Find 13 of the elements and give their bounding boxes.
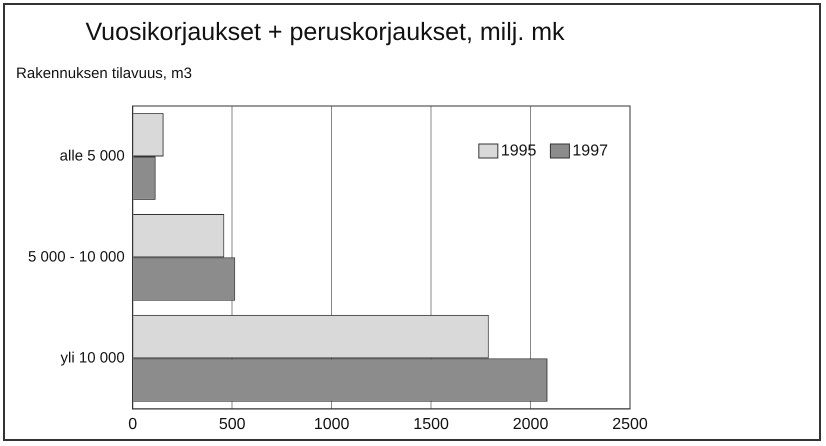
x-tick-label: 1000 [314,416,350,433]
legend-label: 1997 [572,142,608,160]
x-tick-label: 2500 [612,416,648,433]
legend-label: 1995 [500,142,537,160]
x-tick-label: 500 [218,416,246,433]
y-tick-label: 5 000 - 10 000 [28,248,125,266]
x-tick-label: 1500 [413,416,449,433]
y-tick-label: alle 5 000 [60,148,125,165]
chart-title: Vuosikorjaukset + peruskorjaukset, milj. mk [85,18,566,46]
x-tick-label: 2000 [512,416,548,433]
y-tick-label: yli 10 000 [60,349,125,366]
x-tick-label: 0 [128,416,138,433]
y-axis-title: Rakennuksen tilavuus, m3 [15,64,193,83]
